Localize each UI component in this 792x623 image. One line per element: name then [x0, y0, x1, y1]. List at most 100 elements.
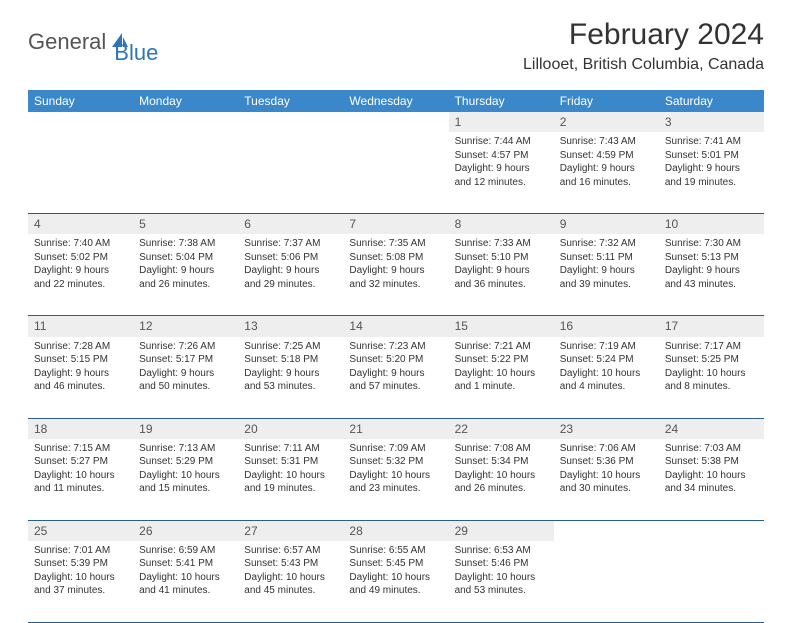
day-detail-line: and 4 minutes.	[560, 380, 653, 394]
day-cell: Sunrise: 6:53 AMSunset: 5:46 PMDaylight:…	[449, 541, 554, 623]
day-cell: Sunrise: 7:32 AMSunset: 5:11 PMDaylight:…	[554, 234, 659, 316]
day-detail-line: Sunset: 5:15 PM	[34, 353, 127, 367]
day-number: 2	[554, 112, 659, 132]
day-cell	[133, 132, 238, 214]
week-row: Sunrise: 7:01 AMSunset: 5:39 PMDaylight:…	[28, 541, 764, 623]
day-cell: Sunrise: 7:13 AMSunset: 5:29 PMDaylight:…	[133, 439, 238, 521]
day-number	[238, 112, 343, 132]
day-cell: Sunrise: 6:55 AMSunset: 5:45 PMDaylight:…	[343, 541, 448, 623]
day-detail-line: Daylight: 9 hours	[455, 264, 548, 278]
day-number: 25	[28, 521, 133, 541]
day-detail-line: and 46 minutes.	[34, 380, 127, 394]
day-number: 11	[28, 316, 133, 336]
day-detail-line: Sunrise: 7:37 AM	[244, 237, 337, 251]
dow-label: Sunday	[28, 90, 133, 112]
day-cell	[238, 132, 343, 214]
day-detail-line: Sunset: 5:46 PM	[455, 557, 548, 571]
day-cell: Sunrise: 7:21 AMSunset: 5:22 PMDaylight:…	[449, 337, 554, 419]
day-detail-line: and 57 minutes.	[349, 380, 442, 394]
day-number	[554, 521, 659, 541]
day-detail-line: Sunrise: 7:11 AM	[244, 442, 337, 456]
day-of-week-header: SundayMondayTuesdayWednesdayThursdayFrid…	[28, 90, 764, 112]
header: General Blue February 2024 Lillooet, Bri…	[0, 0, 792, 82]
day-number: 10	[659, 214, 764, 234]
week-row: Sunrise: 7:15 AMSunset: 5:27 PMDaylight:…	[28, 439, 764, 521]
day-number: 16	[554, 316, 659, 336]
day-number: 29	[449, 521, 554, 541]
day-number-row: 123	[28, 112, 764, 132]
day-number: 12	[133, 316, 238, 336]
day-cell: Sunrise: 7:25 AMSunset: 5:18 PMDaylight:…	[238, 337, 343, 419]
day-number: 27	[238, 521, 343, 541]
day-detail-line: Sunrise: 6:59 AM	[139, 544, 232, 558]
day-detail-line: Sunset: 5:43 PM	[244, 557, 337, 571]
day-detail-line: Daylight: 10 hours	[560, 367, 653, 381]
day-cell: Sunrise: 7:19 AMSunset: 5:24 PMDaylight:…	[554, 337, 659, 419]
day-detail-line: Sunset: 5:31 PM	[244, 455, 337, 469]
day-detail-line: Daylight: 10 hours	[34, 571, 127, 585]
day-number: 1	[449, 112, 554, 132]
day-detail-line: Sunset: 4:57 PM	[455, 149, 548, 163]
day-cell	[343, 132, 448, 214]
day-detail-line: Sunset: 5:39 PM	[34, 557, 127, 571]
day-number: 15	[449, 316, 554, 336]
day-detail-line: Daylight: 9 hours	[34, 264, 127, 278]
day-detail-line: Sunrise: 7:43 AM	[560, 135, 653, 149]
day-detail-line: Sunrise: 7:15 AM	[34, 442, 127, 456]
calendar-table: SundayMondayTuesdayWednesdayThursdayFrid…	[28, 90, 764, 623]
day-detail-line: Sunrise: 7:30 AM	[665, 237, 758, 251]
day-number: 23	[554, 419, 659, 439]
day-detail-line: and 45 minutes.	[244, 584, 337, 598]
day-detail-line: Daylight: 9 hours	[665, 162, 758, 176]
dow-label: Tuesday	[238, 90, 343, 112]
day-number: 26	[133, 521, 238, 541]
day-number: 20	[238, 419, 343, 439]
day-cell: Sunrise: 7:06 AMSunset: 5:36 PMDaylight:…	[554, 439, 659, 521]
day-detail-line: and 41 minutes.	[139, 584, 232, 598]
day-cell: Sunrise: 7:30 AMSunset: 5:13 PMDaylight:…	[659, 234, 764, 316]
logo-text-blue: Blue	[114, 40, 158, 66]
day-detail-line: Sunset: 5:24 PM	[560, 353, 653, 367]
day-detail-line: Sunset: 5:04 PM	[139, 251, 232, 265]
day-detail-line: Sunrise: 6:53 AM	[455, 544, 548, 558]
day-detail-line: Sunrise: 7:21 AM	[455, 340, 548, 354]
day-detail-line: Daylight: 10 hours	[34, 469, 127, 483]
day-detail-line: Sunrise: 7:08 AM	[455, 442, 548, 456]
day-detail-line: Sunset: 5:20 PM	[349, 353, 442, 367]
day-detail-line: Sunrise: 7:41 AM	[665, 135, 758, 149]
day-detail-line: and 39 minutes.	[560, 278, 653, 292]
day-detail-line: and 53 minutes.	[455, 584, 548, 598]
day-detail-line: and 22 minutes.	[34, 278, 127, 292]
dow-label: Thursday	[449, 90, 554, 112]
dow-label: Wednesday	[343, 90, 448, 112]
day-detail-line: Sunset: 5:08 PM	[349, 251, 442, 265]
day-detail-line: Daylight: 9 hours	[139, 264, 232, 278]
day-detail-line: Sunrise: 7:35 AM	[349, 237, 442, 251]
week-row: Sunrise: 7:28 AMSunset: 5:15 PMDaylight:…	[28, 337, 764, 419]
day-detail-line: and 16 minutes.	[560, 176, 653, 190]
day-detail-line: Sunset: 5:06 PM	[244, 251, 337, 265]
day-number: 13	[238, 316, 343, 336]
logo-text-general: General	[28, 29, 106, 55]
day-detail-line: and 34 minutes.	[665, 482, 758, 496]
day-detail-line: Sunrise: 7:33 AM	[455, 237, 548, 251]
day-number: 18	[28, 419, 133, 439]
day-cell: Sunrise: 7:35 AMSunset: 5:08 PMDaylight:…	[343, 234, 448, 316]
day-detail-line: Daylight: 9 hours	[244, 264, 337, 278]
day-number: 9	[554, 214, 659, 234]
day-detail-line: Daylight: 10 hours	[349, 469, 442, 483]
day-cell: Sunrise: 7:33 AMSunset: 5:10 PMDaylight:…	[449, 234, 554, 316]
day-detail-line: Sunset: 5:02 PM	[34, 251, 127, 265]
day-cell: Sunrise: 7:44 AMSunset: 4:57 PMDaylight:…	[449, 132, 554, 214]
day-detail-line: Sunset: 5:32 PM	[349, 455, 442, 469]
day-detail-line: and 19 minutes.	[665, 176, 758, 190]
day-detail-line: Daylight: 9 hours	[349, 264, 442, 278]
day-detail-line: Daylight: 10 hours	[349, 571, 442, 585]
day-detail-line: Sunrise: 7:23 AM	[349, 340, 442, 354]
day-detail-line: and 12 minutes.	[455, 176, 548, 190]
day-detail-line: Sunset: 5:45 PM	[349, 557, 442, 571]
day-detail-line: Daylight: 10 hours	[244, 571, 337, 585]
day-detail-line: Daylight: 10 hours	[455, 571, 548, 585]
day-detail-line: Sunrise: 7:32 AM	[560, 237, 653, 251]
day-number-row: 2526272829	[28, 521, 764, 541]
